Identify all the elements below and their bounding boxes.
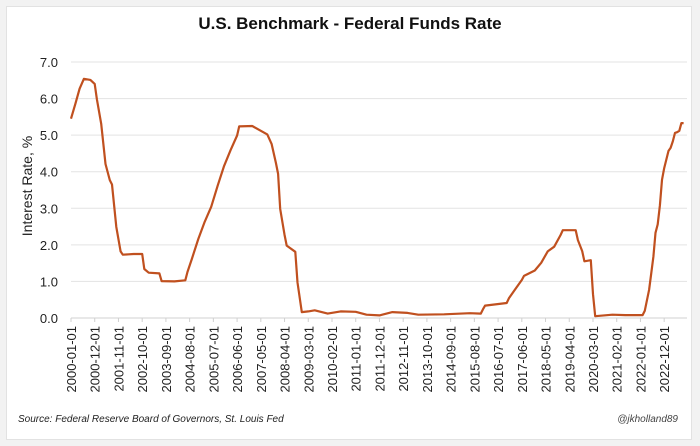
y-tick-label: 6.0 bbox=[40, 92, 58, 107]
chart-title: U.S. Benchmark - Federal Funds Rate bbox=[198, 14, 502, 33]
x-tick-label: 2018-05-01 bbox=[539, 326, 554, 393]
x-tick-label: 2021-02-01 bbox=[610, 326, 625, 393]
y-tick-label: 7.0 bbox=[40, 55, 58, 70]
x-tick-label: 2011-12-01 bbox=[372, 326, 387, 392]
source-note: Source: Federal Reserve Board of Governo… bbox=[18, 414, 284, 425]
x-tick-label: 2006-06-01 bbox=[230, 326, 245, 393]
x-tick-label: 2007-05-01 bbox=[254, 326, 269, 393]
x-tick-label: 2000-12-01 bbox=[88, 326, 103, 393]
series-line bbox=[69, 77, 684, 318]
x-tick-label: 2014-09-01 bbox=[444, 326, 459, 393]
x-tick-label: 2004-08-01 bbox=[183, 326, 198, 393]
x-tick-label: 2022-12-01 bbox=[657, 326, 672, 393]
x-tick-label: 2016-07-01 bbox=[491, 326, 506, 393]
y-tick-label: 4.0 bbox=[40, 165, 58, 180]
x-tick-label: 2019-04-01 bbox=[562, 326, 577, 393]
author-handle: @jkholland89 bbox=[617, 414, 678, 425]
x-tick-label: 2010-02-01 bbox=[325, 326, 340, 393]
y-tick-label: 5.0 bbox=[40, 128, 58, 143]
x-tick-label: 2000-01-01 bbox=[64, 326, 79, 393]
x-tick-label: 2002-10-01 bbox=[135, 326, 150, 393]
x-tick-label: 2017-06-01 bbox=[515, 326, 530, 393]
x-tick-label: 2015-08-01 bbox=[467, 326, 482, 393]
chart-card bbox=[6, 6, 692, 440]
y-tick-label: 1.0 bbox=[40, 274, 58, 289]
x-tick-label: 2022-01-01 bbox=[633, 326, 648, 393]
x-tick-label: 2008-04-01 bbox=[278, 326, 293, 393]
x-tick-label: 2011-01-01 bbox=[349, 326, 364, 392]
y-tick-label: 2.0 bbox=[40, 238, 58, 253]
x-tick-label: 2009-03-01 bbox=[301, 326, 316, 393]
x-tick-label: 2012-11-01 bbox=[396, 326, 411, 392]
x-tick-label: 2003-09-01 bbox=[159, 326, 174, 393]
x-tick-label: 2005-07-01 bbox=[206, 326, 221, 393]
x-tick-label: 2001-11-01 bbox=[111, 326, 126, 392]
x-tick-label: 2020-03-01 bbox=[586, 326, 601, 393]
y-tick-label: 0.0 bbox=[40, 311, 58, 326]
x-tick-label: 2013-10-01 bbox=[420, 326, 435, 393]
y-tick-label: 3.0 bbox=[40, 201, 58, 216]
